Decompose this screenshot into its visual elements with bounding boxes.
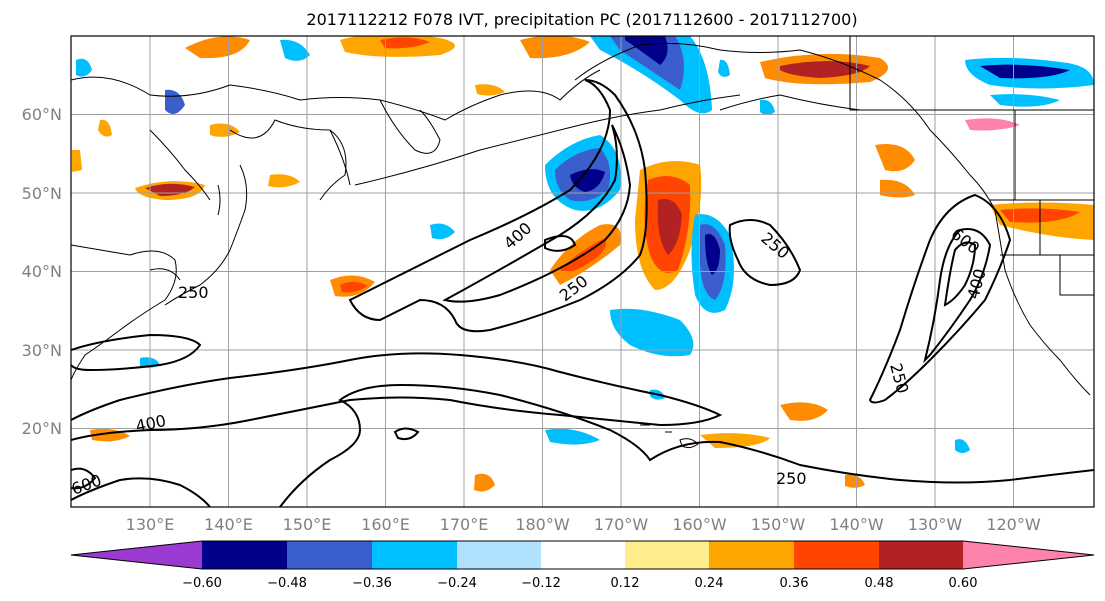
colorbar-bin (794, 541, 879, 569)
lon-label: 150°E (283, 515, 332, 534)
colorbar-outline (70, 540, 1095, 570)
figure-title: 2017112212 F078 IVT, precipitation PC (2… (306, 10, 857, 29)
colorbar-bin (202, 541, 287, 569)
colorbar-bin (287, 541, 372, 569)
lat-label: 30°N (22, 341, 62, 360)
latitude-labels: 60°N 50°N 40°N 30°N 20°N (22, 105, 62, 438)
lon-label: 150°W (751, 515, 806, 534)
lat-label: 20°N (22, 419, 62, 438)
lon-label: 120°W (986, 515, 1041, 534)
colorbar-bin (372, 541, 457, 569)
colorbar-high-extend (963, 541, 1094, 569)
graticule (71, 36, 1094, 507)
ivt-contours (71, 79, 1094, 507)
contour-label: 250 (178, 283, 209, 302)
contour-label: 250 (776, 469, 807, 488)
colorbar-tick-label: −0.24 (437, 576, 477, 591)
lon-label: 160°E (361, 515, 410, 534)
longitude-labels: 130°E 140°E 150°E 160°E 170°E 180°W 170°… (126, 515, 1041, 534)
colorbar-tick-label: 0.12 (611, 576, 640, 591)
colorbar-bin (709, 541, 794, 569)
lon-label: 170°W (594, 515, 649, 534)
colorbar-bin (625, 541, 709, 569)
lon-label: 140°E (204, 515, 253, 534)
colorbar-tick-label: 0.24 (695, 576, 724, 591)
lon-label: 180°W (515, 515, 570, 534)
lon-label: 160°W (672, 515, 727, 534)
lon-label: 170°E (440, 515, 489, 534)
colorbar-tick-label: −0.48 (267, 576, 307, 591)
map-frame (70, 35, 1095, 508)
colorbar-tick-label: 0.48 (865, 576, 894, 591)
colorbar-low-extend (71, 541, 202, 569)
coastlines (71, 36, 1094, 449)
lon-label: 140°W (829, 515, 884, 534)
colorbar-tick-label: −0.12 (521, 576, 561, 591)
colorbar-bin (541, 541, 625, 569)
colorbar-tick-label: −0.60 (182, 576, 222, 591)
colorbar-ticks: −0.60 −0.48 −0.36 −0.24 −0.12 0.12 0.24 … (182, 576, 977, 591)
colorbar-bin (879, 541, 963, 569)
lat-label: 40°N (22, 262, 62, 281)
colorbar-tick-label: 0.60 (949, 576, 978, 591)
lon-label: 130°E (126, 515, 175, 534)
colorbar-tick-label: −0.36 (352, 576, 392, 591)
colorbar (70, 540, 1095, 570)
lat-label: 50°N (22, 184, 62, 203)
lon-label: 130°W (908, 515, 963, 534)
map-content: 400 250 250 250 600 400 250 400 250 600 (71, 36, 1094, 507)
colorbar-bin (457, 541, 541, 569)
lat-label: 60°N (22, 105, 62, 124)
colorbar-tick-label: 0.36 (780, 576, 809, 591)
